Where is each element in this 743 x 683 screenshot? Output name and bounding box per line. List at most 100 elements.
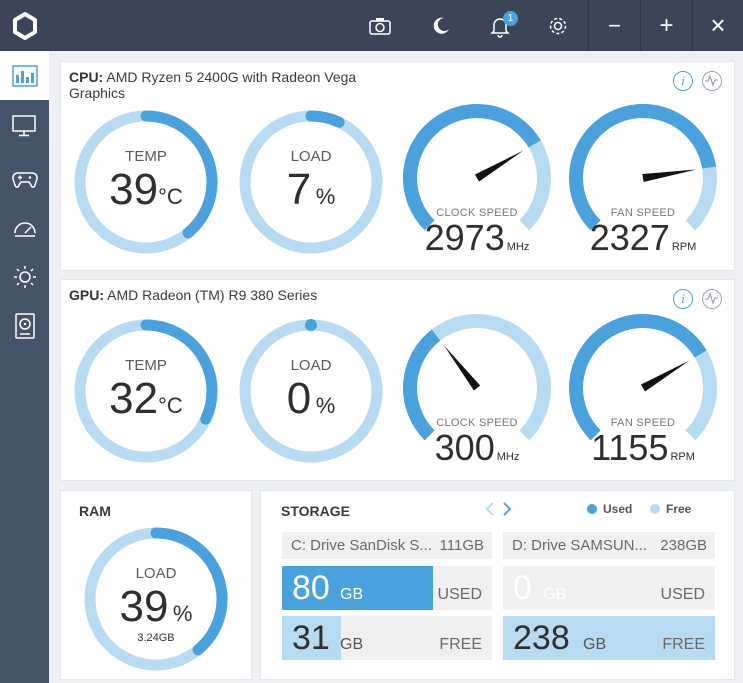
gpu-load-value: 0	[286, 374, 312, 423]
gpu-temp-unit: °C	[158, 393, 183, 418]
drive-d-size: 238GB	[660, 537, 707, 554]
drive-c-free-unit: GB	[340, 636, 364, 653]
free-legend-dot	[650, 504, 660, 514]
gear-icon[interactable]	[540, 0, 576, 51]
ram-load-title: LOAD	[135, 565, 177, 582]
ram-panel: RAM LOAD 39 % 3.24GB	[60, 490, 252, 680]
ram-used-amount: 3.24GB	[137, 632, 175, 644]
drive-c-name: C: Drive SanDisk S...	[291, 537, 432, 554]
gpu-clock-title: CLOCK SPEED	[436, 417, 518, 429]
gpu-label: GPU:	[69, 287, 104, 303]
cpu-load-title: LOAD	[290, 148, 332, 165]
pulse-icon	[705, 292, 718, 305]
ram-load-unit: %	[172, 601, 193, 626]
cpu-fan-title: FAN SPEED	[610, 207, 676, 219]
cpu-fan-dial	[569, 104, 717, 231]
sidebar-item-performance[interactable]	[0, 203, 49, 252]
dial-progress	[569, 314, 707, 441]
sidebar-item-lighting[interactable]	[0, 252, 49, 301]
gpu-fan-title: FAN SPEED	[610, 417, 676, 429]
ring-progress	[150, 527, 228, 656]
drive-c-free-bar	[282, 616, 341, 660]
app-logo-icon	[0, 0, 49, 51]
cpu-fan-gauge: FAN SPEED 2327 RPM	[567, 102, 719, 262]
gpu-clock-unit: MHz	[496, 451, 520, 463]
maximize-button[interactable]: +	[659, 11, 674, 39]
dial-progress	[403, 329, 441, 441]
brightness-icon	[13, 265, 36, 288]
gpu-temp-gauge: TEMP 32°C	[71, 316, 221, 466]
close-button[interactable]: ×	[710, 10, 726, 40]
storage-panel: STORAGE Used Free C: Drive SanDisk S... …	[260, 490, 735, 680]
divider	[640, 0, 641, 51]
cpu-clock-gauge: CLOCK SPEED 2973 MHz	[401, 102, 553, 262]
drive-d-used-value: 0	[513, 569, 532, 607]
sidebar-item-monitor[interactable]	[0, 101, 49, 150]
gpu-clock-gauge: CLOCK SPEED 300 MHz	[401, 312, 553, 472]
gpu-clock-readout: 300 MHz	[401, 427, 553, 469]
ram-load-ring	[84, 527, 228, 671]
cpu-label: CPU:	[69, 69, 104, 85]
cpu-monitor-button[interactable]	[702, 71, 722, 91]
drive-d-name: D: Drive SAMSUN...	[512, 537, 648, 554]
gpu-load-ring	[239, 319, 383, 463]
used-legend-label: Used	[603, 502, 633, 516]
gpu-header: GPU: AMD Radeon (TM) R9 380 Series	[69, 287, 469, 303]
gpu-name: AMD Radeon (TM) R9 380 Series	[107, 287, 318, 303]
gpu-load-unit: %	[315, 393, 336, 418]
gpu-fan-gauge: FAN SPEED 1155 RPM	[567, 312, 719, 472]
drive-d-free-label: FREE	[662, 636, 705, 653]
sidebar-item-dashboard[interactable]	[0, 51, 49, 100]
notification-badge: 1	[503, 11, 518, 26]
bell-icon[interactable]: 1	[482, 0, 518, 51]
gpu-temp-readout: 32°C	[71, 374, 221, 424]
chevron-right-icon	[503, 502, 512, 516]
cpu-load-ring	[239, 110, 383, 254]
cpu-name: AMD Ryzen 5 2400G with Radeon Vega Graph…	[69, 69, 357, 101]
sidebar-item-storage[interactable]	[0, 301, 49, 350]
drive-d-used-label: USED	[660, 586, 705, 603]
cpu-info-button[interactable]: i	[673, 71, 693, 91]
pulse-icon	[705, 74, 718, 87]
cpu-fan-readout: 2327 RPM	[567, 217, 719, 259]
drive-c-used-unit: GB	[340, 586, 364, 603]
minimize-button[interactable]: −	[608, 12, 621, 38]
storage-icon	[14, 312, 35, 339]
drive-c-free-label: FREE	[439, 636, 482, 653]
drive-c-free-value: 31	[292, 619, 330, 657]
dashboard-icon	[11, 64, 38, 87]
cpu-load-value: 7	[286, 165, 312, 214]
gpu-monitor-button[interactable]	[702, 289, 722, 309]
cpu-header: CPU: AMD Ryzen 5 2400G with Radeon Vega …	[69, 69, 369, 101]
divider	[692, 0, 693, 51]
cpu-clock-dial	[403, 104, 551, 231]
cpu-temp-readout: 39°C	[71, 165, 221, 215]
moon-icon[interactable]	[423, 0, 459, 51]
next-drive-button[interactable]	[499, 500, 515, 518]
speedometer-icon	[13, 221, 36, 237]
drive-d-used-unit: GB	[543, 586, 567, 603]
cpu-load-gauge: LOAD 7 %	[236, 107, 386, 257]
sidebar-item-gaming[interactable]	[0, 154, 49, 203]
gpu-panel: GPU: AMD Radeon (TM) R9 380 Series i TEM…	[60, 279, 735, 481]
drive-d-header[interactable]: D: Drive SAMSUN... 238GB	[503, 532, 715, 559]
ring-progress	[305, 319, 317, 331]
gpu-info-button[interactable]: i	[673, 289, 693, 309]
cpu-panel: CPU: AMD Ryzen 5 2400G with Radeon Vega …	[60, 61, 735, 271]
gpu-clock-dial	[403, 314, 551, 441]
camera-icon[interactable]	[362, 0, 398, 51]
dial-progress	[403, 104, 541, 231]
drive-d-used: 0 GB USED	[503, 566, 715, 610]
prev-drive-button[interactable]	[482, 500, 498, 518]
cpu-fan-value: 2327	[589, 217, 670, 258]
divider	[588, 0, 589, 51]
drive-c-header[interactable]: C: Drive SanDisk S... 111GB	[282, 532, 492, 559]
cpu-clock-title: CLOCK SPEED	[436, 207, 518, 219]
gpu-load-title: LOAD	[290, 357, 332, 374]
drive-d-free-bar	[503, 616, 715, 660]
drive-c-used-value: 80	[292, 569, 330, 607]
gpu-fan-value: 1155	[591, 427, 669, 468]
free-legend-label: Free	[666, 502, 692, 516]
cpu-load-unit: %	[315, 184, 336, 209]
gamepad-icon	[11, 171, 38, 188]
